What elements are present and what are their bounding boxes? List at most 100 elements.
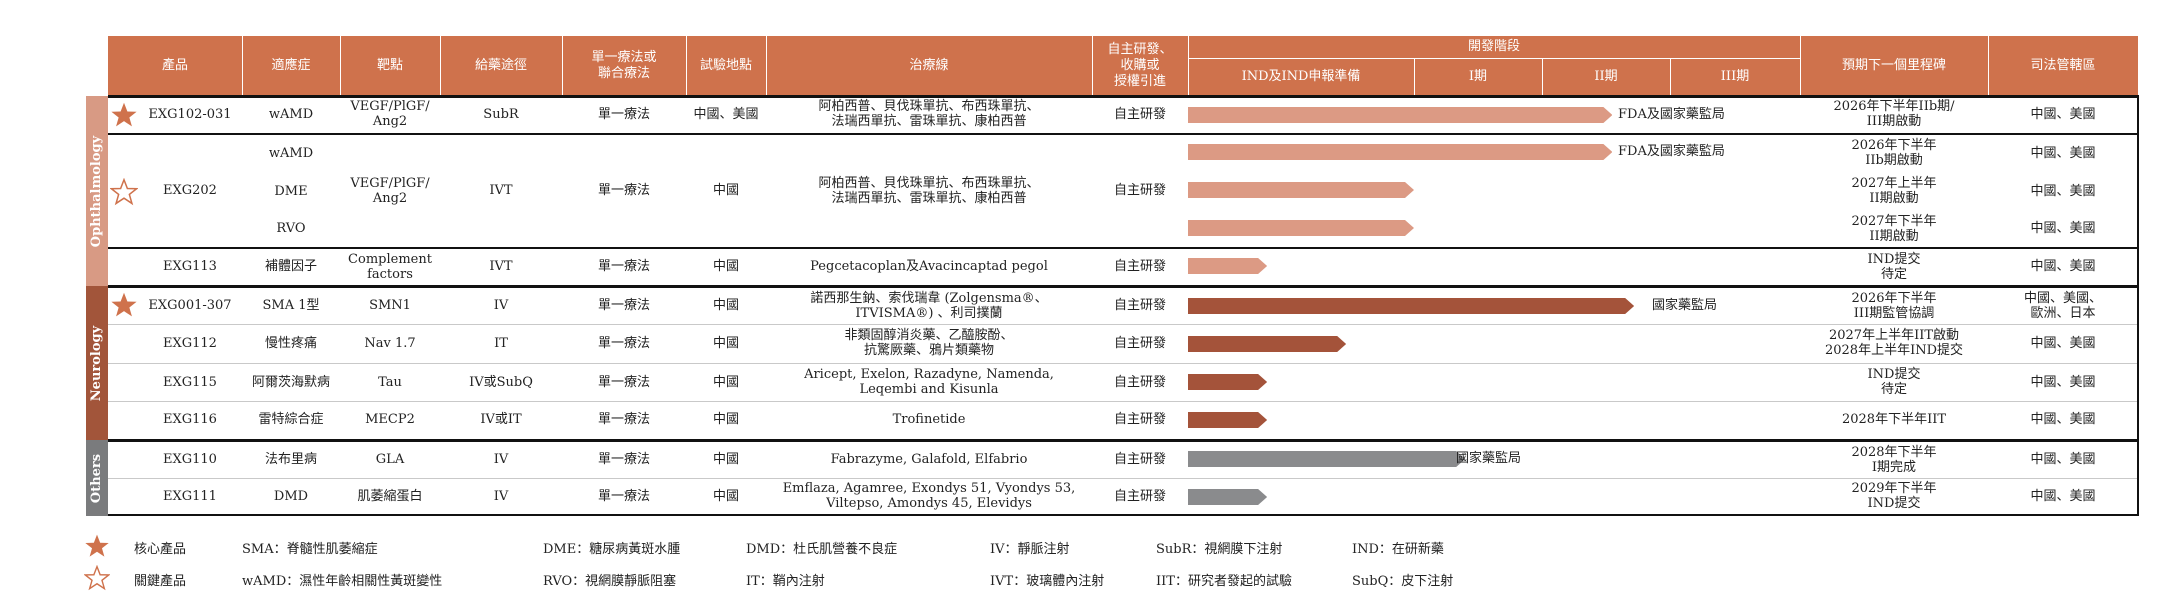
legend-iit: IIT：研究者發起的試驗 <box>1156 574 1292 589</box>
legend-ind: IND：在研新藥 <box>1352 542 1444 557</box>
key-product-star-icon <box>84 565 110 591</box>
header-stage-ind: IND及IND申報準備 <box>1188 58 1414 96</box>
route: IVT <box>489 183 513 199</box>
indication: 慢性疼痛 <box>264 335 317 351</box>
legend-dme: DME：糖尿病黃斑水腫 <box>543 542 681 557</box>
trial-site: 中國 <box>712 412 739 428</box>
legend-dmd: DMD：杜氏肌營養不良症 <box>746 542 898 557</box>
legend-it: IT：鞘內注射 <box>746 574 825 589</box>
target: Complement factors <box>348 251 432 282</box>
next-milestone: 2027年下半年 II期啟動 <box>1851 213 1937 244</box>
therapy-line: Trofinetide <box>892 412 966 428</box>
legend-key-product: 關鍵產品 <box>134 574 187 589</box>
jurisdiction: 中國、美國 <box>2030 452 2096 468</box>
header-indication: 適應症 <box>242 36 340 96</box>
route: SubR <box>483 106 519 122</box>
progress-bar <box>1188 182 1414 198</box>
progress-bar <box>1188 451 1466 467</box>
next-milestone: 2028年下半年IIT <box>1841 412 1947 428</box>
indication: DMD <box>273 488 309 504</box>
jurisdiction: 中國、美國 <box>2030 221 2096 237</box>
next-milestone: IND提交 待定 <box>1867 367 1921 397</box>
target: VEGF/PlGF/ Ang2 <box>350 175 430 206</box>
route: IVT <box>489 259 513 275</box>
mono-combo: 單一療法 <box>597 335 650 351</box>
indication: SMA 1型 <box>262 298 320 314</box>
therapy-line: Aricept, Exelon, Razadyne, Namenda, Leqe… <box>804 367 1054 397</box>
target: SMN1 <box>369 298 411 314</box>
trial-site: 中國 <box>712 298 739 314</box>
therapy-line: Fabrazyme, Galafold, Elfabrio <box>830 452 1028 468</box>
legend-wamd: wAMD：濕性年齡相關性黃斑變性 <box>242 574 443 589</box>
jurisdiction: 中國、美國 <box>2030 145 2096 161</box>
source: 自主研發 <box>1113 335 1166 351</box>
jurisdiction: 中國、美國 <box>2030 335 2096 351</box>
progress-bar <box>1188 220 1414 236</box>
group-neurology: Neurology <box>86 286 108 440</box>
next-milestone: IND提交 待定 <box>1867 251 1921 282</box>
progress-bar-label: 國家藥監局 <box>1456 451 1522 466</box>
indication: 阿爾茨海默病 <box>251 374 330 390</box>
product-name: EXG110 <box>163 452 217 468</box>
target: MECP2 <box>365 412 415 428</box>
product-name: EXG116 <box>163 412 217 428</box>
header-dev-stage: 開發階段 <box>1188 36 1800 58</box>
trial-site: 中國 <box>712 374 739 390</box>
target: VEGF/PlGF/ Ang2 <box>350 99 430 129</box>
product-name: EXG115 <box>163 374 217 390</box>
route: IV或IT <box>480 412 522 428</box>
next-milestone: 2026年下半年 III期監管協調 <box>1851 290 1937 321</box>
core-product-star-icon <box>85 534 109 557</box>
header-route: 給藥途徑 <box>440 36 562 96</box>
header-jurisdiction: 司法管轄區 <box>1988 36 2138 96</box>
mono-combo: 單一療法 <box>597 259 650 275</box>
indication: 補體因子 <box>264 259 317 275</box>
therapy-line: 阿柏西普、貝伐珠單抗、布西珠單抗、 法瑞西單抗、雷珠單抗、康柏西普 <box>818 99 1040 129</box>
header-source: 自主研發、 收購或 授權引進 <box>1092 36 1188 96</box>
jurisdiction: 中國、美國 <box>2030 106 2096 122</box>
indication: 雷特綜合症 <box>258 412 324 428</box>
next-milestone: 2026年下半年 IIb期啟動 <box>1851 138 1937 168</box>
indication: DME <box>274 183 308 199</box>
next-milestone: 2028年下半年 I期完成 <box>1851 444 1937 475</box>
source: 自主研發 <box>1113 488 1166 504</box>
progress-bar <box>1188 412 1268 428</box>
header-target: 靶點 <box>340 36 440 96</box>
legend-subq: SubQ：皮下注射 <box>1352 574 1454 589</box>
source: 自主研發 <box>1113 412 1166 428</box>
mono-combo: 單一療法 <box>597 452 650 468</box>
trial-site: 中國 <box>712 259 739 275</box>
progress-bar <box>1188 489 1268 505</box>
source: 自主研發 <box>1113 259 1166 275</box>
route: IV <box>493 452 509 468</box>
progress-bar-label: FDA及國家藥監局 <box>1618 107 1725 122</box>
route: IT <box>494 335 508 351</box>
therapy-line: Emflaza, Agamree, Exondys 51, Vyondys 53… <box>782 481 1076 511</box>
progress-bar <box>1188 374 1268 390</box>
header-therapy-line: 治療線 <box>766 36 1092 96</box>
source: 自主研發 <box>1113 374 1166 390</box>
source: 自主研發 <box>1113 183 1166 199</box>
jurisdiction: 中國、美國 <box>2030 374 2096 390</box>
trial-site: 中國、美國 <box>693 106 759 122</box>
next-milestone: 2029年下半年 IND提交 <box>1851 481 1937 511</box>
jurisdiction: 中國、美國 <box>2030 412 2096 428</box>
mono-combo: 單一療法 <box>597 298 650 314</box>
indication: 法布里病 <box>264 452 317 468</box>
legend-iv: IV：靜脈注射 <box>990 542 1070 557</box>
progress-bar-label: FDA及國家藥監局 <box>1618 144 1725 159</box>
trial-site: 中國 <box>712 488 739 504</box>
header-site: 試驗地點 <box>686 36 766 96</box>
header-stage-3: III期 <box>1670 58 1800 96</box>
target: 肌萎縮蛋白 <box>357 488 423 504</box>
therapy-line: Pegcetacoplan及Avacincaptad pegol <box>810 259 1048 275</box>
header-stage-1: I期 <box>1414 58 1542 96</box>
route: IV或SubQ <box>469 374 533 390</box>
product-name: EXG113 <box>163 259 217 275</box>
jurisdiction: 中國、美國 <box>2030 259 2096 275</box>
product-name: EXG102-031 <box>148 106 232 122</box>
legend-ivt: IVT：玻璃體內注射 <box>990 574 1105 589</box>
mono-combo: 單一療法 <box>597 106 650 122</box>
therapy-line: 諾西那生鈉、索伐瑞韋 (Zolgensma®、 ITVISMA®) 、利司撲蘭 <box>810 290 1048 321</box>
indication: wAMD <box>268 145 314 161</box>
